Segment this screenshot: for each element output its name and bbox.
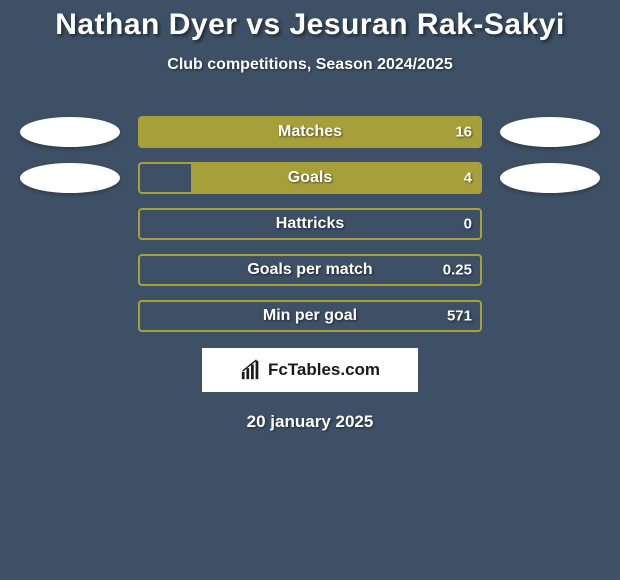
player-right-marker — [500, 117, 600, 147]
stat-bar: Hattricks 0 — [138, 208, 482, 240]
stat-bar: Matches 16 — [138, 116, 482, 148]
stat-row: Hattricks 0 — [0, 208, 620, 240]
player-right-marker — [500, 163, 600, 193]
stat-row: Min per goal 571 — [0, 300, 620, 332]
stat-value-right: 16 — [455, 124, 472, 141]
stat-row: Goals 4 — [0, 162, 620, 194]
left-ellipse-slot — [20, 163, 120, 193]
stat-value-right: 4 — [464, 170, 472, 187]
left-ellipse-slot — [20, 255, 120, 285]
stat-row: Goals per match 0.25 — [0, 254, 620, 286]
right-ellipse-slot — [500, 255, 600, 285]
stat-value-right: 571 — [447, 308, 472, 325]
stat-value-right: 0 — [464, 216, 472, 233]
player-left-marker — [20, 117, 120, 147]
stat-bar: Goals per match 0.25 — [138, 254, 482, 286]
logo-text: FcTables.com — [268, 360, 380, 380]
right-ellipse-slot — [500, 209, 600, 239]
left-ellipse-slot — [20, 117, 120, 147]
stat-row: Matches 16 — [0, 116, 620, 148]
right-ellipse-slot — [500, 301, 600, 331]
subtitle: Club competitions, Season 2024/2025 — [0, 56, 620, 74]
stat-label: Matches — [278, 123, 342, 141]
right-ellipse-slot — [500, 117, 600, 147]
stat-label: Goals per match — [247, 261, 372, 279]
left-ellipse-slot — [20, 301, 120, 331]
bar-fill-right — [191, 164, 480, 192]
stat-label: Min per goal — [263, 307, 357, 325]
date-label: 20 january 2025 — [0, 412, 620, 432]
stat-value-right: 0.25 — [443, 262, 472, 279]
stat-label: Hattricks — [276, 215, 344, 233]
page-title: Nathan Dyer vs Jesuran Rak-Sakyi — [0, 8, 620, 42]
right-ellipse-slot — [500, 163, 600, 193]
comparison-infographic: Nathan Dyer vs Jesuran Rak-Sakyi Club co… — [0, 0, 620, 432]
stats-area: Matches 16 Goals 4 Hattricks 0 Goals per match… — [0, 116, 620, 332]
logo-box[interactable]: FcTables.com — [202, 348, 418, 392]
chart-icon — [240, 359, 262, 381]
stat-label: Goals — [288, 169, 332, 187]
player-left-marker — [20, 163, 120, 193]
stat-bar: Min per goal 571 — [138, 300, 482, 332]
stat-bar: Goals 4 — [138, 162, 482, 194]
left-ellipse-slot — [20, 209, 120, 239]
